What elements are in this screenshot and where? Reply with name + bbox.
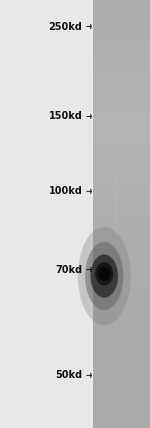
Text: 70kd: 70kd	[55, 265, 82, 275]
Ellipse shape	[78, 227, 131, 325]
Ellipse shape	[95, 262, 113, 285]
Ellipse shape	[98, 267, 110, 281]
Text: 100kd: 100kd	[49, 186, 82, 196]
Text: 50kd: 50kd	[55, 370, 82, 380]
Ellipse shape	[85, 242, 123, 310]
Text: 150kd: 150kd	[49, 111, 82, 122]
Text: www.PTGLAB.COM: www.PTGLAB.COM	[114, 176, 120, 235]
Ellipse shape	[90, 255, 118, 297]
Text: 250kd: 250kd	[49, 21, 82, 32]
Bar	[93, 0, 150, 428]
